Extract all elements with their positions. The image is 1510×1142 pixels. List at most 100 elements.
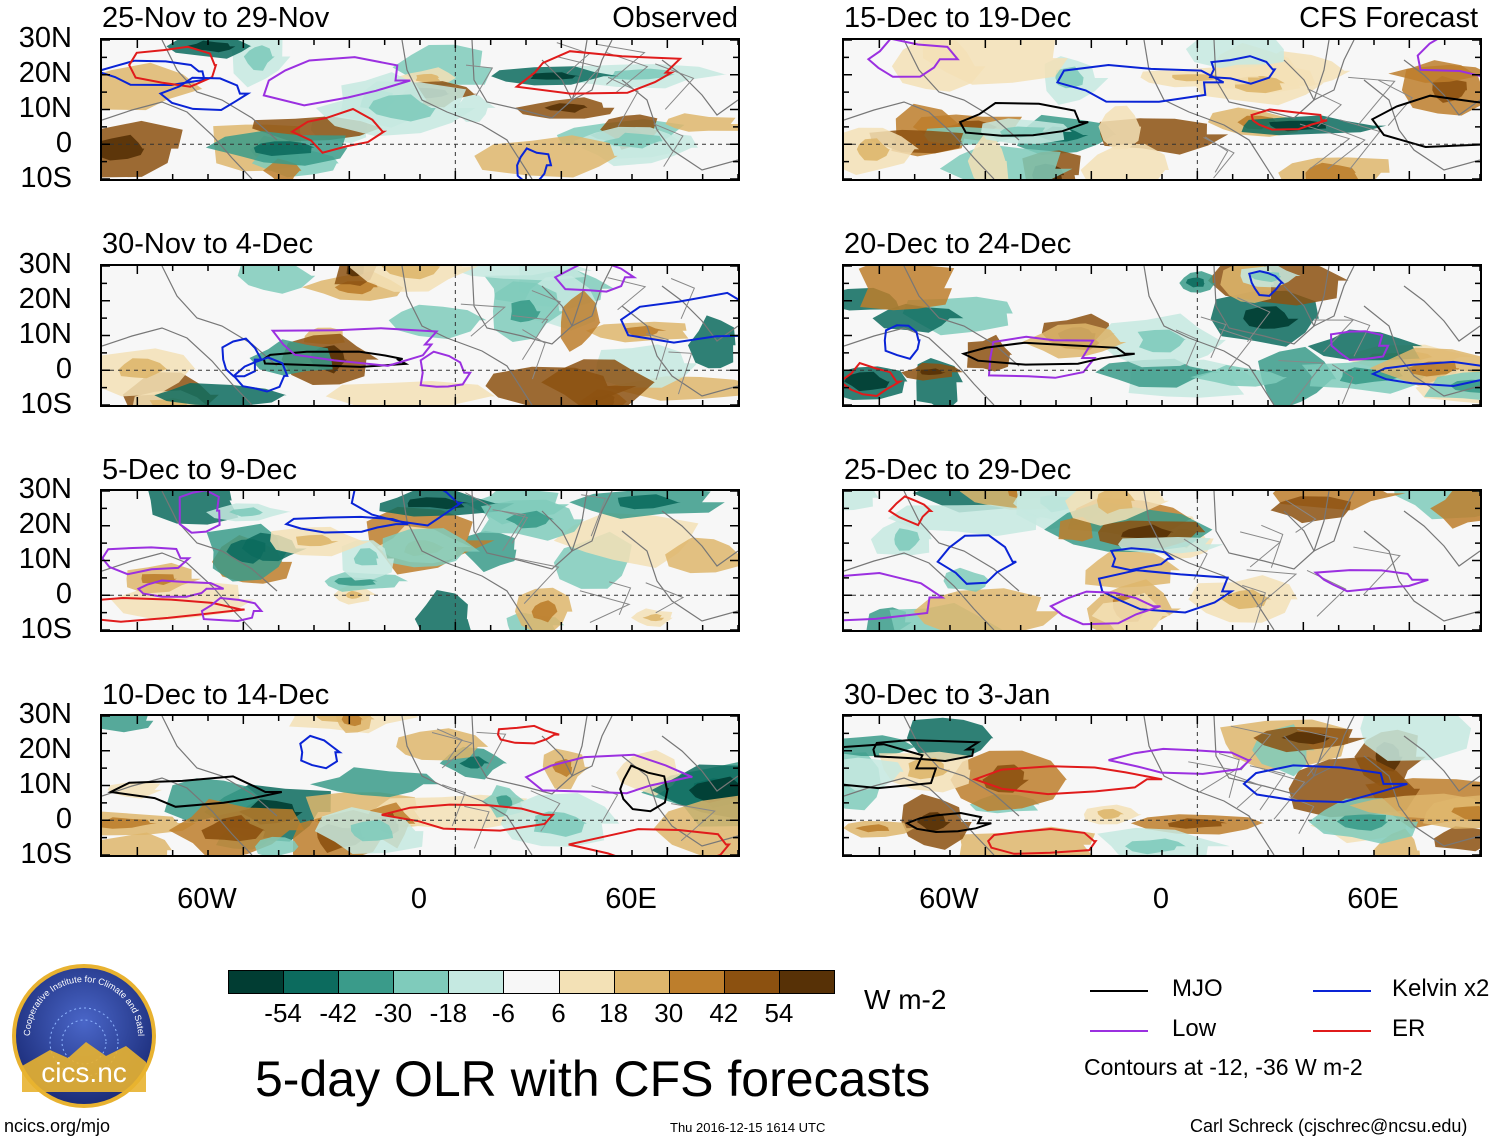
colorbar-cell: [503, 970, 560, 994]
olr-anomaly-core: [856, 138, 890, 161]
coastline: [541, 266, 613, 327]
olr-anomaly-core: [530, 72, 581, 80]
wave-contour: [844, 361, 904, 398]
colorbar-cell: [778, 970, 835, 994]
olr-anomaly-core: [229, 507, 264, 517]
colorbar-tick-label: -30: [374, 998, 413, 1028]
olr-anomaly-region: [348, 266, 479, 292]
wave-contour: [1370, 360, 1480, 388]
olr-anomaly-core: [1097, 491, 1135, 514]
x-tick-0-left: 0: [410, 883, 428, 915]
x-tick-60e-left: 60E: [605, 883, 657, 915]
olr-anomaly-region: [1058, 516, 1093, 542]
colorbar-tick-label: 30: [654, 998, 684, 1028]
coastline: [471, 491, 588, 570]
wave-contour: [496, 724, 560, 745]
border-line: [442, 784, 466, 827]
map-panel-obs-1: [100, 38, 740, 181]
border-line: [645, 582, 685, 614]
observed-label: Observed: [612, 2, 738, 34]
wave-contour: [419, 350, 473, 388]
coastline: [541, 40, 613, 101]
colorbar-tick-label: -54: [264, 998, 302, 1028]
wave-contour: [178, 491, 221, 534]
olr-anomaly-core: [118, 358, 168, 379]
olr-anomaly-core: [855, 824, 890, 833]
border-line: [522, 329, 546, 380]
olr-anomaly-region: [1091, 592, 1171, 630]
colorbar-tick-label: -18: [429, 998, 468, 1028]
y-tick-label: 0: [55, 353, 72, 385]
olr-anomaly-region: [1258, 346, 1337, 405]
olr-map-cfs-4: [844, 716, 1480, 855]
colorbar: [228, 970, 835, 994]
colorbar-cell: [558, 970, 615, 994]
cfs-forecast-label: CFS Forecast: [1299, 2, 1478, 34]
olr-anomaly-core: [642, 613, 665, 622]
olr-anomaly-core: [496, 795, 513, 808]
border-line: [596, 43, 646, 85]
border-line: [1246, 569, 1298, 608]
coastline: [903, 40, 1020, 141]
border-line: [1204, 136, 1229, 173]
border-line: [501, 510, 529, 544]
y-tick-label: 10N: [18, 543, 72, 575]
wave-contour: [844, 571, 946, 622]
olr-anomaly-core: [1221, 589, 1272, 610]
wave-contour: [381, 803, 556, 832]
border-line: [591, 785, 619, 824]
wave-contour: [904, 811, 992, 834]
cics-logo: Cooperative Institute for Climate and Sa…: [7, 954, 158, 1110]
border-line: [1200, 316, 1227, 359]
colorbar-tick-label: 54: [764, 998, 794, 1028]
wave-contour: [128, 45, 218, 88]
border-line: [1226, 772, 1263, 809]
coastline: [401, 491, 533, 630]
olr-anomaly-core: [102, 134, 145, 161]
colorbar-tick-label: 42: [709, 998, 739, 1028]
y-tick-label: 10N: [18, 92, 72, 124]
wave-contour: [1370, 94, 1480, 149]
border-line: [476, 731, 507, 770]
wave-contour: [971, 765, 1163, 796]
border-line: [1278, 360, 1325, 405]
coastline: [1143, 40, 1275, 179]
x-tick-0-right: 0: [1152, 883, 1170, 915]
coastline: [1363, 755, 1480, 847]
wave-contour: [200, 596, 264, 623]
colorbar-tick-label: 18: [599, 998, 629, 1028]
coastline: [844, 101, 995, 179]
footer-author: Carl Schreck (cjschrec@ncsu.edu): [1190, 1116, 1468, 1136]
border-line: [1237, 297, 1271, 342]
olr-anomaly-core: [688, 776, 738, 803]
wave-contour: [1109, 547, 1176, 572]
colorbar-cell: [283, 970, 340, 994]
border-line: [581, 494, 607, 537]
olr-anomaly-core: [531, 600, 558, 623]
border-line: [557, 56, 601, 105]
olr-anomaly-region: [102, 62, 203, 111]
coastline: [1403, 510, 1480, 567]
olr-anomaly-region: [1430, 491, 1480, 529]
olr-anomaly-core: [201, 815, 265, 842]
coastline: [621, 530, 738, 622]
y-tick-label: 10N: [18, 318, 72, 350]
wave-contour: [516, 147, 553, 179]
y-tick-label: 30N: [18, 473, 72, 505]
olr-anomaly-core: [353, 548, 379, 566]
wave-contour: [1416, 40, 1480, 77]
border-line: [1263, 769, 1306, 820]
footer-url[interactable]: ncics.org/mjo: [4, 1116, 111, 1136]
coastline: [844, 777, 995, 855]
coastline: [102, 552, 253, 630]
border-line: [1249, 765, 1286, 811]
olr-map-obs-1: [102, 40, 738, 179]
border-line: [492, 509, 527, 552]
border-line: [531, 290, 562, 324]
x-tick-60w-right: 60W: [919, 883, 979, 915]
y-tick-label: 10S: [20, 162, 72, 194]
colorbar-cell: [393, 970, 450, 994]
coastline: [903, 266, 1020, 367]
panel-title-4: 10-Dec to 14-Dec: [102, 679, 330, 711]
border-line: [1353, 546, 1401, 596]
